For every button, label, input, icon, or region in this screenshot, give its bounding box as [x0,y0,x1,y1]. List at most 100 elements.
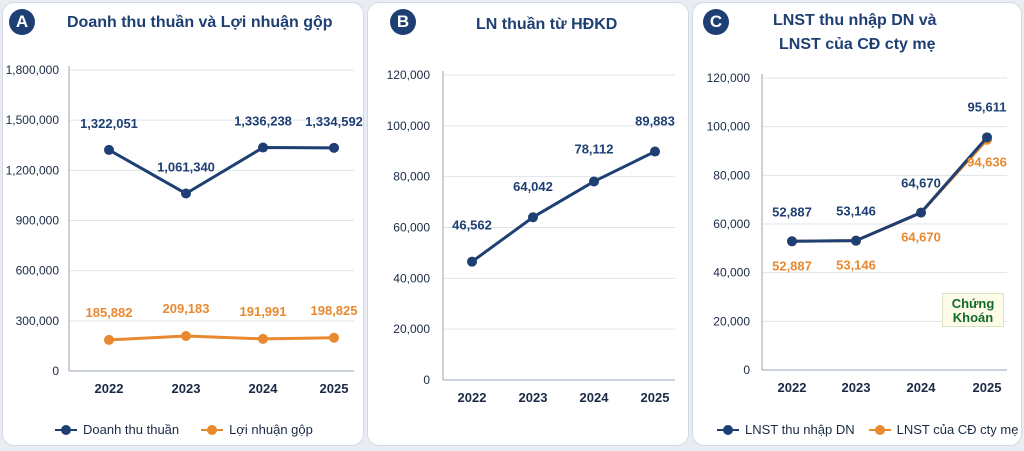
chart-c-series-1-point [851,235,861,246]
chart-c-series-1-point [916,207,926,218]
chart-a-series-1-point [104,144,114,155]
chart-c-xtick-label: 2024 [907,380,937,395]
chart-b-ytick-label: 40,000 [393,271,430,285]
chart-c-ytick-label: 80,000 [713,168,750,182]
chart-b-series-1-point [467,256,477,267]
chart-b-series-1-data-label: 78,112 [574,141,613,156]
chart-a-xtick-label: 2025 [320,381,349,396]
chart-a-xtick-label: 2024 [249,381,279,396]
chart-a: 0 300,000 600,000 900,000 1,200,000 1,500,000… [6,63,363,396]
legend-c: LNST thu nhập DN LNST của CĐ cty mẹ [717,422,1018,437]
panel-c-title-line-1: LNST thu nhập DN và [773,12,937,29]
chart-b-series-1-data-label: 64,042 [513,179,553,194]
chart-c-series-1-data-label: 53,146 [836,204,876,219]
chart-c-series-1-data-label: 64,670 [901,176,941,191]
panel-b-title: LN thuần từ HĐKD [476,16,618,33]
legend-a-item-1: Doanh thu thuần [55,422,179,437]
panel-a-title: Doanh thu thuần và Lợi nhuận gộp [67,14,333,31]
chart-b-ytick-label: 100,000 [387,119,431,133]
legend-c-label-1: LNST thu nhập DN [745,422,855,437]
chart-a-series-1-data-label: 1,322,051 [80,116,138,131]
legend-a-swatch-1 [55,424,77,435]
chart-c-ytick-label: 40,000 [713,266,750,280]
chart-a-series-2-data-label: 209,183 [163,301,210,316]
chart-c-series-1-line [791,136,989,243]
legend-a-label-1: Doanh thu thuần [83,422,180,437]
chart-c-series-2-data-label: 64,670 [901,230,941,245]
chart-b-xtick-label: 2022 [458,390,487,405]
chart-a-series-1-line [108,146,335,196]
chart-c-xtick-label: 2025 [973,380,1002,395]
chart-a-series-1-data-label: 1,336,238 [234,114,292,129]
chart-b-series-1-point [528,212,538,223]
chart-a-ytick-label: 1,500,000 [6,113,60,127]
chart-a-series-2-data-label: 198,825 [311,303,358,318]
chart-a-series-2-point [329,332,339,343]
chart-a-series-2-point [104,334,114,345]
chart-a-ytick-label: 1,200,000 [6,163,60,177]
chart-b-ytick-label: 0 [423,373,430,387]
chart-b: 0 20,000 40,000 60,000 80,000 100,000 120,000 2… [387,68,675,405]
chart-c-ytick-label: 60,000 [713,217,750,231]
watermark-line-1: Chứng [951,296,995,311]
legend-a: Doanh thu thuần Lợi nhuận gộp [55,422,313,437]
legend-c-swatch-2 [868,424,891,435]
chart-c-ytick-label: 120,000 [707,71,751,85]
chart-a-ytick-label: 300,000 [16,314,60,328]
legend-a-item-2: Lợi nhuận gộp [201,422,313,437]
chart-a-ytick-label: 900,000 [16,214,60,228]
chart-c-ytick-label: 0 [743,363,750,377]
panel-c-title-line-2: LNST của CĐ cty mẹ [779,36,936,53]
chart-a-series-1-point [181,188,191,199]
chart-a-series-2-point [258,333,268,344]
chart-c-series-1-point [982,132,992,143]
chart-c-series-2-data-label: 94,636 [967,155,1007,170]
panel-a: A Doanh thu thuần và Lợi nhuận gộp 0 300,… [2,2,364,446]
panel-c-badge: C [703,9,729,35]
chart-c-series-1-point [787,236,797,247]
legend-c-item-2: LNST của CĐ cty mẹ [868,422,1019,437]
chart-c-series-2-data-label: 52,887 [772,258,812,273]
chart-b-xtick-label: 2024 [580,390,610,405]
chart-c-xtick-label: 2023 [842,380,871,395]
chart-c-xtick-label: 2022 [778,380,807,395]
chart-b-xtick-label: 2025 [641,390,670,405]
legend-c-item-1: LNST thu nhập DN [717,422,855,437]
watermark-logo: Chứng Khoán [942,293,1004,327]
chart-b-ytick-label: 20,000 [393,322,430,336]
panel-b-badge: B [390,9,416,35]
chart-b-series-1-point [589,176,599,187]
legend-a-swatch-2 [201,424,224,435]
chart-b-series-1-line [471,150,656,263]
legend-c-label-2: LNST của CĐ cty mẹ [896,422,1019,437]
chart-b-xtick-label: 2023 [519,390,548,405]
chart-a-ytick-label: 600,000 [16,264,60,278]
chart-c-series-2-data-label: 53,146 [836,258,876,273]
chart-b-ytick-label: 60,000 [393,221,430,235]
panel-c: C LNST thu nhập DN và LNST của CĐ cty mẹ… [692,2,1022,446]
chart-b-series-1-data-label: 46,562 [452,218,492,233]
chart-c-ytick-label: 20,000 [713,314,750,328]
chart-a-ytick-label: 0 [52,364,59,378]
chart-a-series-2-data-label: 185,882 [86,305,133,320]
panel-b: B LN thuần từ HĐKD 0 20,000 40,000 60,000 80… [367,2,689,446]
chart-a-series-1-data-label: 1,061,340 [157,160,215,175]
chart-a-series-1-data-label: 1,334,592 [305,114,363,129]
chart-a-series-1-point [329,142,339,153]
chart-a-xtick-label: 2022 [95,381,124,396]
chart-a-series-2-point [181,331,191,342]
chart-c-ytick-label: 100,000 [707,120,751,134]
chart-b-series-1-data-label: 89,883 [635,114,675,129]
legend-c-swatch-1 [717,424,739,435]
watermark-line-2: Khoán [952,310,994,325]
panel-a-badge: A [9,9,35,35]
chart-c: 0 20,000 40,000 60,000 80,000 100,000 120,000 2… [707,71,1007,395]
legend-a-label-2: Lợi nhuận gộp [229,422,313,437]
chart-a-series-2-line [108,334,335,342]
chart-b-series-1-point [650,146,660,157]
chart-a-series-2-data-label: 191,991 [240,304,287,319]
chart-b-ytick-label: 80,000 [393,170,430,184]
chart-a-ytick-label: 1,800,000 [6,63,60,77]
chart-c-series-1-data-label: 95,611 [967,99,1006,114]
chart-a-series-1-point [258,142,268,153]
